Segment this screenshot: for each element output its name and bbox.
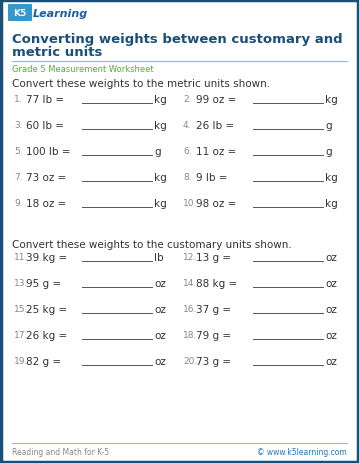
Text: 4.: 4. [183, 121, 191, 130]
Text: Convert these weights to the customary units shown.: Convert these weights to the customary u… [12, 239, 292, 250]
Text: kg: kg [325, 173, 338, 182]
Text: kg: kg [154, 173, 167, 182]
Text: 39 kg =: 39 kg = [26, 252, 70, 263]
Text: 8.: 8. [183, 173, 192, 182]
Text: oz: oz [325, 356, 337, 366]
Text: kg: kg [325, 95, 338, 105]
Text: 73 oz =: 73 oz = [26, 173, 70, 182]
Text: 2.: 2. [183, 95, 191, 104]
Text: 16.: 16. [183, 305, 197, 314]
Text: 25 kg =: 25 kg = [26, 304, 70, 314]
Text: 73 g =: 73 g = [196, 356, 234, 366]
Text: lb: lb [154, 252, 164, 263]
Text: 26 kg =: 26 kg = [26, 330, 70, 340]
Text: 10.: 10. [183, 199, 197, 208]
Text: oz: oz [325, 252, 337, 263]
Text: 77 lb =: 77 lb = [26, 95, 67, 105]
Text: 11 oz =: 11 oz = [196, 147, 239, 156]
Text: 82 g =: 82 g = [26, 356, 64, 366]
Text: g: g [154, 147, 160, 156]
Text: 3.: 3. [14, 121, 23, 130]
Text: 79 g =: 79 g = [196, 330, 234, 340]
Text: 9.: 9. [14, 199, 23, 208]
Text: 14.: 14. [183, 279, 197, 288]
Text: Converting weights between customary and: Converting weights between customary and [12, 33, 342, 46]
Text: 11.: 11. [14, 253, 28, 262]
Text: 12.: 12. [183, 253, 197, 262]
Text: 17.: 17. [14, 331, 28, 340]
Text: Reading and Math for K-5: Reading and Math for K-5 [12, 448, 109, 457]
Text: 9 lb =: 9 lb = [196, 173, 231, 182]
Text: oz: oz [154, 304, 166, 314]
Text: kg: kg [154, 199, 167, 208]
Text: 98 oz =: 98 oz = [196, 199, 239, 208]
Text: 18 oz =: 18 oz = [26, 199, 70, 208]
Text: 95 g =: 95 g = [26, 278, 64, 288]
Text: © www.k5learning.com: © www.k5learning.com [257, 448, 347, 457]
Text: 1.: 1. [14, 95, 23, 104]
Text: Learning: Learning [33, 9, 88, 19]
Text: oz: oz [154, 356, 166, 366]
FancyBboxPatch shape [8, 5, 32, 22]
Text: 6.: 6. [183, 147, 192, 156]
Text: 99 oz =: 99 oz = [196, 95, 239, 105]
Text: 7.: 7. [14, 173, 23, 182]
Text: 18.: 18. [183, 331, 197, 340]
Text: kg: kg [325, 199, 338, 208]
Text: oz: oz [325, 304, 337, 314]
Text: 26 lb =: 26 lb = [196, 121, 237, 131]
Text: Grade 5 Measurement Worksheet: Grade 5 Measurement Worksheet [12, 65, 154, 74]
Text: g: g [325, 147, 332, 156]
Text: 13.: 13. [14, 279, 28, 288]
Text: oz: oz [325, 278, 337, 288]
Text: g: g [325, 121, 332, 131]
Text: Convert these weights to the metric units shown.: Convert these weights to the metric unit… [12, 79, 270, 89]
Text: kg: kg [154, 121, 167, 131]
Text: 15.: 15. [14, 305, 28, 314]
Text: 88 kg =: 88 kg = [196, 278, 241, 288]
Text: 13 g =: 13 g = [196, 252, 234, 263]
Text: metric units: metric units [12, 46, 102, 59]
Text: 60 lb =: 60 lb = [26, 121, 67, 131]
Text: 37 g =: 37 g = [196, 304, 234, 314]
Text: oz: oz [154, 278, 166, 288]
Text: kg: kg [154, 95, 167, 105]
Text: oz: oz [154, 330, 166, 340]
Text: 5.: 5. [14, 147, 23, 156]
Text: 19.: 19. [14, 357, 28, 366]
Text: 20.: 20. [183, 357, 197, 366]
Text: oz: oz [325, 330, 337, 340]
Text: K5: K5 [13, 9, 27, 19]
Text: 100 lb =: 100 lb = [26, 147, 74, 156]
